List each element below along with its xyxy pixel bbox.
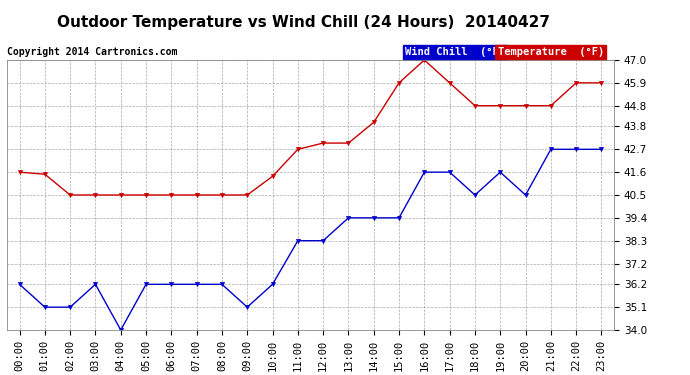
Text: Temperature  (°F): Temperature (°F)	[497, 47, 604, 57]
Text: Copyright 2014 Cartronics.com: Copyright 2014 Cartronics.com	[7, 47, 177, 57]
Text: Wind Chill  (°F): Wind Chill (°F)	[404, 47, 504, 57]
Text: Outdoor Temperature vs Wind Chill (24 Hours)  20140427: Outdoor Temperature vs Wind Chill (24 Ho…	[57, 15, 550, 30]
